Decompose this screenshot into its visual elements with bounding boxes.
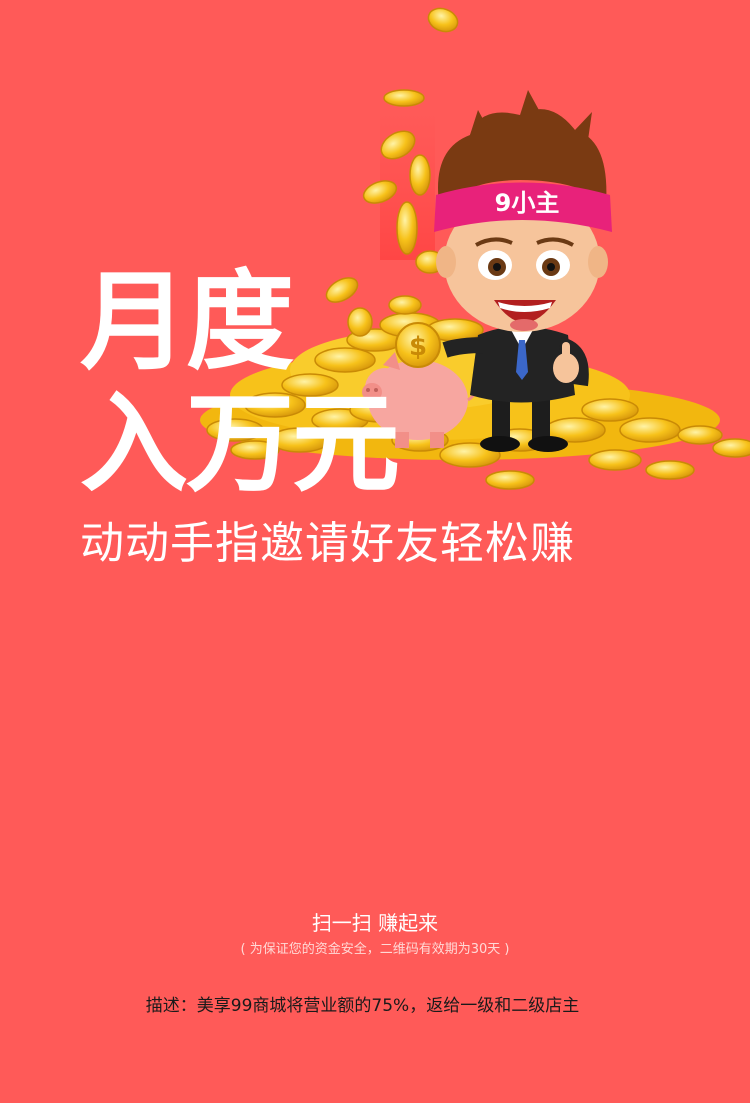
piggy-bank-icon: $ (362, 322, 478, 448)
scan-note: ( 为保证您的资金安全，二维码有效期为30天 ) (240, 942, 510, 957)
svg-text:$: $ (409, 332, 427, 362)
headband-label: 9小主 (495, 189, 560, 217)
falling-coins (325, 7, 459, 337)
headline: 月度 入万元 (80, 262, 440, 506)
subline: 动动手指邀请好友轻松赚 (80, 518, 575, 569)
mascot-illustration: $ (200, 7, 750, 490)
description: 描述：美享99商城将营业额的75%，返给一级和二级店主 (145, 996, 580, 1016)
mascot (434, 90, 612, 452)
headline-line-1: 月度 (80, 260, 294, 385)
scan-title: 扫一扫 赚起来 (311, 911, 439, 935)
headline-line-2: 入万元 (80, 382, 400, 507)
